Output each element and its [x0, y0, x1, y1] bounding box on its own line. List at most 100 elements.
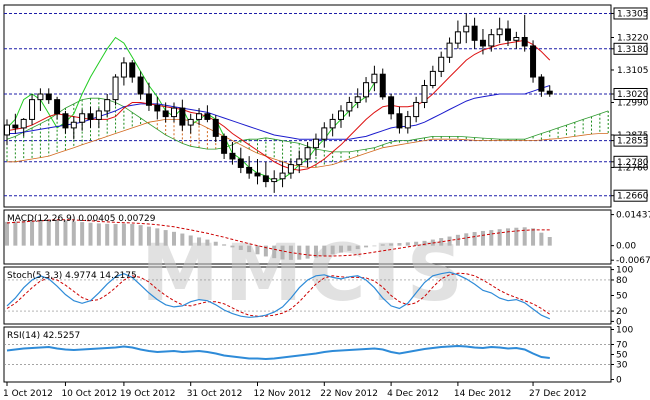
candle — [29, 93, 36, 126]
candle — [530, 40, 537, 83]
price-tick-label: 1.3220 — [617, 33, 649, 43]
candle-body-up — [413, 101, 420, 118]
rsi-label: RSI(14) 42.5257 — [7, 331, 80, 341]
candle-body-up — [371, 73, 378, 84]
candle — [112, 74, 119, 106]
candle-body-down — [229, 152, 236, 160]
macd-bar — [455, 234, 460, 246]
candle-body-down — [204, 113, 211, 120]
candle-body-up — [120, 62, 127, 78]
candle — [171, 102, 177, 123]
x-tick-label: 10 Oct 2012 — [61, 389, 117, 399]
candle — [321, 122, 328, 148]
candle-body-down — [521, 36, 528, 47]
macd-tick-label: 0.00 — [616, 242, 636, 252]
macd-bar — [447, 236, 452, 246]
macd-bar — [297, 245, 302, 260]
rsi-tick-label: 0 — [616, 376, 622, 386]
macd-label: MACD(12,26,9) 0.00405 0.00729 — [7, 214, 156, 224]
price-tick-label: 1.3305 — [617, 9, 649, 19]
macd-bar — [414, 241, 419, 246]
candle-body-down — [212, 118, 219, 137]
candle — [279, 161, 286, 188]
macd-bar — [30, 220, 35, 246]
macd-bar — [80, 222, 85, 246]
macd-bar — [121, 223, 126, 246]
candle — [513, 31, 520, 49]
candle-body-up — [29, 99, 36, 120]
candle — [137, 71, 144, 100]
macd-bar — [305, 245, 310, 259]
candle — [429, 65, 436, 89]
macd-bar — [247, 245, 252, 253]
candle — [296, 150, 303, 174]
candle — [329, 113, 336, 137]
candle — [346, 96, 353, 117]
macd-bar — [13, 221, 18, 246]
candle-body-up — [171, 107, 177, 118]
stoch-tick-label: 50 — [616, 292, 628, 302]
candle — [37, 88, 44, 111]
macd-bar — [464, 233, 469, 246]
candle — [237, 147, 244, 174]
candle-body-down — [246, 166, 253, 174]
candle-body-up — [287, 164, 294, 174]
macd-bar — [339, 245, 343, 253]
macd-bar — [397, 243, 402, 246]
stoch-d-line — [6, 272, 551, 317]
macd-bar — [188, 235, 193, 246]
candle — [145, 82, 152, 111]
macd-bar — [506, 228, 510, 246]
macd-bar — [472, 232, 477, 246]
candle — [204, 105, 211, 123]
candle-body-up — [312, 138, 319, 149]
candle-body-down — [546, 90, 553, 95]
macd-bar — [38, 219, 43, 246]
candle — [421, 79, 428, 109]
rsi-line — [6, 344, 550, 361]
macd-bar — [46, 219, 51, 246]
candle-body-up — [79, 113, 86, 123]
macd-bar — [439, 238, 444, 246]
candle-body-up — [196, 113, 203, 120]
stoch-label: Stoch(5,3,3) 4.9774 14.2175 — [7, 271, 137, 281]
candle — [154, 96, 161, 120]
macd-bar — [263, 245, 268, 257]
macd-bar — [205, 239, 210, 246]
rsi-tick-label: 70 — [616, 341, 628, 351]
candle — [20, 118, 27, 137]
macd-bar — [113, 224, 118, 246]
candle — [162, 102, 169, 123]
candle-body-down — [254, 172, 261, 177]
candle — [254, 158, 261, 185]
macd-bar — [230, 245, 235, 248]
candle — [488, 29, 495, 52]
candle — [212, 115, 219, 143]
candle-body-down — [479, 39, 486, 47]
candle-body-down — [396, 113, 403, 129]
candle — [371, 65, 378, 92]
candle-body-down — [87, 113, 94, 120]
macd-bar — [355, 245, 360, 250]
price-tick-label: 1.2660 — [617, 192, 649, 202]
candle-body-up — [338, 110, 344, 120]
macd-bar — [55, 219, 60, 246]
macd-bar — [380, 244, 385, 246]
candle — [54, 96, 61, 120]
macd-bar — [96, 223, 101, 246]
macd-bar — [272, 245, 277, 259]
price-tick-label: 1.2760 — [617, 163, 649, 173]
stoch-tick-label: 100 — [616, 266, 633, 276]
price-tick-label: 1.3105 — [617, 66, 649, 76]
candle — [505, 20, 511, 46]
candle — [70, 116, 77, 140]
macd-bar — [497, 229, 502, 246]
candle-body-down — [237, 158, 244, 168]
candle-body-up — [496, 28, 503, 36]
candle — [463, 13, 470, 44]
candle-body-down — [471, 25, 478, 41]
macd-bar — [405, 242, 410, 246]
candle — [120, 57, 127, 86]
x-tick-label: 31 Oct 2012 — [187, 389, 243, 399]
